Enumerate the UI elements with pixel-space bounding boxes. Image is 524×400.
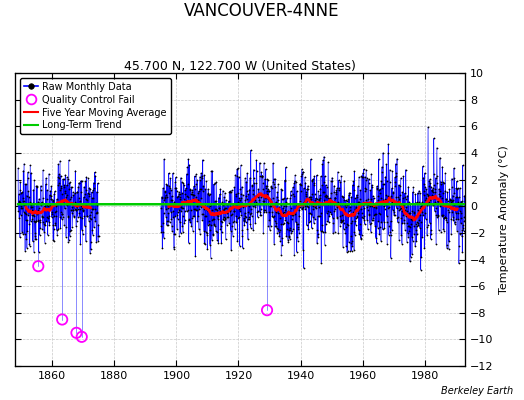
Point bbox=[58, 316, 67, 323]
Point bbox=[34, 263, 42, 270]
Point bbox=[78, 334, 86, 340]
Text: VANCOUVER-4NNE: VANCOUVER-4NNE bbox=[184, 2, 340, 20]
Title: 45.700 N, 122.700 W (United States): 45.700 N, 122.700 W (United States) bbox=[124, 60, 356, 73]
Point bbox=[72, 330, 81, 336]
Text: Berkeley Earth: Berkeley Earth bbox=[441, 386, 514, 396]
Y-axis label: Temperature Anomaly (°C): Temperature Anomaly (°C) bbox=[499, 145, 509, 294]
Point bbox=[263, 307, 271, 313]
Legend: Raw Monthly Data, Quality Control Fail, Five Year Moving Average, Long-Term Tren: Raw Monthly Data, Quality Control Fail, … bbox=[20, 78, 171, 134]
